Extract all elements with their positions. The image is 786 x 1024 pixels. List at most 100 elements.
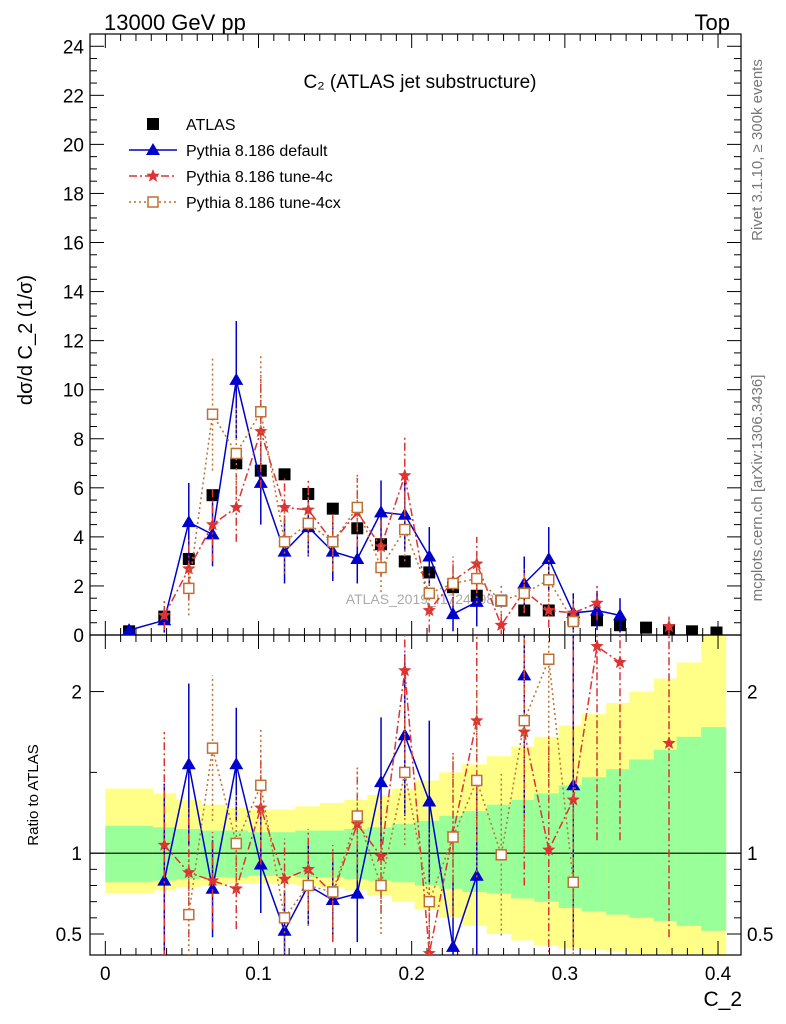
stat-uncertainty-band — [511, 799, 535, 899]
ratio-pythia-8-186-default-point — [350, 886, 365, 899]
ratio-y-axis-label: Ratio to ATLAS — [25, 744, 42, 845]
ratio-pythia-8-186-default-point — [205, 881, 220, 894]
y-tick-label: 22 — [63, 86, 84, 107]
y-tick-label: 18 — [63, 184, 84, 205]
main-pythia-8-186-tune-4cx-point — [543, 574, 555, 586]
y-tick-label: 2 — [73, 577, 84, 598]
main-pythia-8-186-tune-4c-point — [182, 561, 196, 575]
x-tick-label: 0.4 — [705, 964, 732, 985]
main-pythia-8-186-tune-4cx-point — [471, 572, 483, 585]
main-pythia-8-186-tune-4c-point — [229, 500, 243, 514]
x-tick-label: 0.1 — [245, 964, 271, 985]
main-pythia-8-186-tune-4c-point — [398, 468, 412, 482]
main-pythia-8-186-tune-4cx-point — [206, 408, 219, 420]
main-pythia-8-186-tune-4c-point — [157, 608, 171, 621]
main-pythia-8-186-default-point — [350, 551, 365, 564]
ratio-pythia-8-186-tune-4cx-point — [206, 742, 219, 754]
y-tick-label: 14 — [63, 283, 85, 304]
rivet-label: Rivet 3.1.10, ≥ 300k events — [749, 59, 766, 241]
ratio-series-group — [157, 635, 676, 955]
main-atlas-point — [278, 468, 291, 481]
main-series-group — [122, 321, 723, 635]
main-pythia-8-186-default-point — [277, 544, 292, 557]
y-tick-label: 20 — [63, 135, 84, 156]
ratio-pythia-8-186-tune-4cx-point — [471, 774, 483, 787]
ratio-pythia-8-186-tune-4cx-point — [255, 779, 267, 792]
legend-marker — [147, 196, 159, 208]
main-pythia-8-186-tune-4c-point — [662, 619, 676, 633]
ratio-pythia-8-186-default-point — [181, 757, 196, 770]
ratio-pythia-8-186-tune-4c-point — [517, 725, 531, 738]
ratio-pythia-8-186-tune-4cx-point — [567, 876, 580, 889]
legend-label: Pythia 8.186 tune-4cx — [186, 195, 341, 212]
main-pythia-8-186-tune-4cx-point — [230, 447, 243, 460]
main-pythia-8-186-default-point — [181, 515, 196, 528]
legend-marker — [146, 169, 160, 182]
ratio-pythia-8-186-default-point — [277, 923, 292, 936]
y-tick-label: 16 — [63, 234, 84, 255]
header-right: Top — [695, 10, 730, 35]
main-pythia-8-186-tune-4cx-point — [302, 517, 315, 530]
header-left: 13000 GeV pp — [104, 10, 246, 35]
ratio-pythia-8-186-tune-4c-point — [662, 736, 676, 749]
main-pythia-8-186-tune-4cx-point — [351, 501, 364, 514]
y-tick-label: 0 — [73, 626, 84, 647]
main-pythia-8-186-tune-4c-point — [277, 500, 292, 514]
main-pythia-8-186-default-point — [590, 603, 605, 616]
ratio-pythia-8-186-tune-4c-point — [613, 655, 627, 669]
ratio-pythia-8-186-tune-4c-point — [422, 946, 436, 955]
stat-uncertainty-band — [701, 727, 727, 931]
chart-title: C₂ (ATLAS jet substructure) — [304, 72, 537, 93]
ratio-pythia-8-186-tune-4cx-point — [423, 895, 436, 908]
ratio-y-tick-label: 0.5 — [56, 925, 82, 946]
ratio-pythia-8-186-tune-4cx-point — [278, 912, 291, 924]
x-tick-label: 0.3 — [552, 964, 578, 985]
ratio-pythia-8-186-default-point — [157, 873, 172, 886]
ratio-pythia-8-186-default-point — [229, 757, 244, 770]
y-tick-label: 6 — [73, 479, 84, 500]
y-tick-label: 4 — [73, 528, 84, 549]
main-pythia-8-186-tune-4c-point — [494, 618, 508, 631]
ratio-pythia-8-186-tune-4c-point — [542, 842, 556, 856]
ratio-y-tick-label-right: 1 — [747, 844, 758, 865]
ratio-frame — [89, 634, 742, 956]
legend-marker — [147, 118, 159, 130]
ratio-pythia-8-186-default-point — [422, 794, 437, 807]
ratio-pythia-8-186-tune-4cx-point — [447, 831, 459, 843]
stat-uncertainty-band — [653, 749, 678, 922]
main-pythia-8-186-tune-4c-point — [590, 596, 604, 609]
ratio-pythia-8-186-tune-4c-point — [157, 838, 171, 851]
ratio-pythia-8-186-default-point — [446, 939, 461, 952]
ratio-y-tick-label-right: 2 — [747, 683, 758, 704]
ratio-pythia-8-186-tune-4c-point — [374, 849, 388, 863]
main-pythia-8-186-default-point — [612, 608, 627, 621]
main-pythia-8-186-default-point — [229, 372, 244, 385]
ratio-pythia-8-186-tune-4cx-point — [375, 879, 387, 892]
main-pythia-8-186-tune-4c-point — [542, 603, 556, 617]
legend-marker — [146, 143, 160, 155]
main-pythia-8-186-default-point — [446, 607, 461, 620]
legend-label: Pythia 8.186 tune-4c — [186, 169, 333, 186]
stat-uncertainty-band — [439, 816, 463, 889]
main-atlas-point — [710, 626, 723, 635]
stat-uncertainty-band — [606, 769, 630, 915]
main-pythia-8-186-tune-4cx-point — [183, 582, 195, 595]
ratio-pythia-8-186-tune-4cx-point — [183, 908, 195, 921]
main-atlas-point — [326, 502, 339, 515]
ratio-pythia-8-186-tune-4cx-point — [230, 837, 243, 850]
main-pythia-8-186-tune-4cx-point — [375, 561, 387, 574]
main-pythia-8-186-default-point — [541, 551, 556, 564]
main-atlas-point — [685, 625, 698, 635]
main-pythia-8-186-tune-4c-point — [254, 424, 268, 438]
stat-uncertainty-band — [629, 759, 655, 918]
ratio-pythia-8-186-tune-4c-point — [301, 862, 315, 875]
y-tick-label: 24 — [63, 37, 85, 58]
watermark: ATLAS_2019_I1724098 — [346, 591, 495, 607]
stat-uncertainty-band — [676, 736, 702, 926]
main-pythia-8-186-tune-4cx-point — [423, 587, 436, 600]
x-tick-label: 0.2 — [398, 964, 424, 985]
main-pythia-8-186-tune-4c-point — [566, 605, 580, 619]
main-pythia-8-186-default-point — [469, 594, 484, 607]
ratio-pythia-8-186-default-point — [374, 775, 389, 788]
